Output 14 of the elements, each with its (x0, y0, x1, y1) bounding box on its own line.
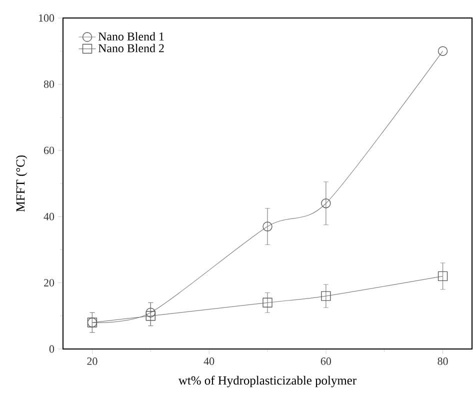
y-tick-label: 40 (44, 212, 54, 220)
y-tick-label: 80 (44, 80, 54, 88)
legend-label: Nano Blend 1 (98, 32, 164, 41)
y-tick-label: 100 (39, 14, 54, 22)
x-tick-label: 60 (320, 358, 331, 365)
y-tick-label: 20 (44, 279, 54, 286)
x-tick-label: 20 (87, 358, 98, 365)
y-tick-label: 60 (44, 146, 54, 154)
x-tick-label: 40 (204, 358, 214, 365)
y-tick-label: 0 (49, 345, 54, 353)
y-axis-title: MFFT (°C) (16, 155, 28, 212)
x-axis-title: wt% of Hydroplasticizable polymer (178, 376, 356, 388)
legend-label: Nano Blend 2 (98, 44, 164, 52)
x-tick-label: 80 (438, 358, 448, 365)
